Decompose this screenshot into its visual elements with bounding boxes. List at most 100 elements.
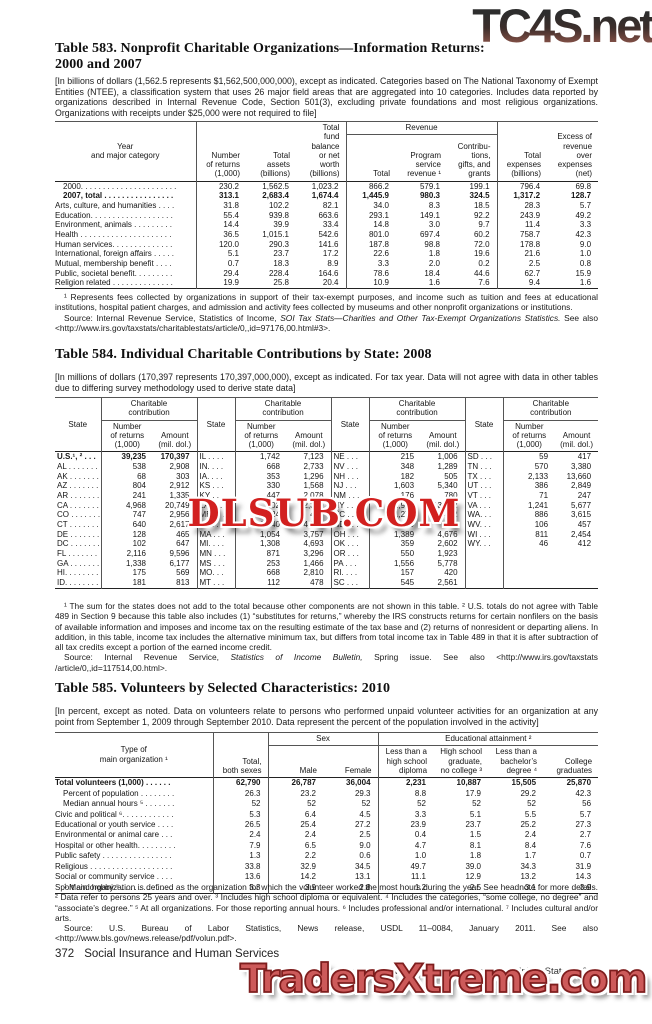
value-cell: 8.9 [296,259,347,269]
value-cell: 13,660 [566,471,592,481]
col-group-charitable-contribution: Charitable contribution [235,397,332,421]
value-cell: 9.7 [447,220,498,231]
value-cell: 9.4 [528,278,541,288]
row-label: Total volunteers (1,000) . . . . . . [55,777,214,789]
value-cell: 2,733 [287,462,332,472]
state-label: ID. . . . . . . . [55,578,102,589]
row-label: Social or community service . . . . [55,872,214,883]
value-cell: 49 [405,520,415,530]
row-label: Mutual, membership benefit . . . . [55,259,197,269]
value-cell [503,559,555,569]
value-cell: 141.6 [296,239,347,250]
value-cell: 2.4 [304,830,316,840]
value-cell: 1,445.9 [362,191,389,201]
row-label: Religious . . . . . . . . . . . . . . . … [55,861,214,873]
value-cell: 78.6 [373,268,389,278]
value-cell: 18.5 [447,201,498,211]
col-header-number-returns: Number of returns (1,000) [206,150,240,179]
state-label: MA . . . [197,529,236,540]
value-cell: 3,296 [287,549,332,559]
table-584-note: [In millions of dollars (170,397 represe… [55,372,598,393]
value-cell: 176 [400,491,415,501]
col-header-year-category: Year and major category [55,121,197,182]
state-label [465,578,504,589]
value-cell: 1.0 [579,249,592,259]
value-cell: 34.3 [520,861,537,871]
value-cell: 1,674.4 [296,191,347,202]
value-cell: 2,078 [287,491,332,501]
value-cell: 23.9 [410,820,427,829]
state-label: KY . . . [197,491,236,501]
state-label: MT . . . [197,578,236,589]
value-cell: 4.5 [323,809,379,820]
table-583-footnotes: ¹ Represents fees collected by organizat… [55,292,598,333]
col-header-less-than-bachelors: Less than a bachelor’s degree ⁴ [495,747,538,775]
value-cell: 2.4 [524,830,537,840]
value-cell: 9,596 [153,549,198,559]
table-row: Arts, culture, and humanities . . . . 31… [55,201,598,211]
value-cell: 2,133 [528,471,549,481]
value-cell: 11.4 [525,220,541,230]
table-583-title: Table 583. Nonprofit Charitable Organiza… [55,41,485,72]
value-cell: 22.6 [373,249,389,259]
value-cell: 4,693 [287,520,332,530]
value-cell: 3.3 [377,259,389,269]
value-cell: 182 [400,471,415,481]
col-header-high-school-graduate: High school graduate, no college ³ [440,747,483,775]
state-label: WY. . . [465,539,504,550]
value-cell: 2,992 [394,500,415,510]
value-cell: 102.2 [268,201,289,211]
value-cell: 72.0 [447,239,498,250]
value-cell: 5.3 [213,809,269,820]
value-cell: 23.7 [465,820,482,829]
value-cell: 124 [266,510,281,520]
state-label: OK . . . [331,539,370,550]
state-label: TN . . . [465,462,504,472]
value-cell: 2.4 [213,830,269,841]
value-cell: 758.7 [520,230,541,240]
table-583-source: Source: Internal Revenue Service, Statis… [55,313,598,334]
value-cell: 505 [421,471,466,482]
value-cell: 8.8 [414,788,427,798]
value-cell: 175 [132,568,146,578]
table-row: International, foreign affairs . . . . .… [55,249,598,260]
value-cell: 3.9 [304,882,316,892]
value-cell: 14.4 [223,220,239,230]
col-header-female: Female [323,745,379,778]
value-cell: 663.6 [296,210,347,221]
value-cell: 39.0 [465,861,482,871]
table-row: Public, societal benefit. . . . . . . . … [55,268,598,279]
col-header-number-returns: Number of returns (1,000) [378,421,413,450]
col-header-total-assets: Total assets (billions) [260,150,290,179]
value-cell: 26.3 [213,788,269,800]
value-cell: 26.5 [213,820,269,831]
value-cell: 52 [417,799,427,809]
value-cell: 747 [132,510,146,520]
value-cell: 69.8 [575,181,592,191]
page-number: 372 [55,948,75,960]
table-row: Health . . . . . . . . . . . . . . . . .… [55,230,598,240]
value-cell: 1.7 [524,851,537,861]
value-cell: 7,123 [287,451,332,463]
state-label: NH . . . [331,471,370,482]
value-cell: 804 [132,481,146,491]
value-cell: 10.9 [373,278,389,288]
value-cell: 2.8 [323,882,379,894]
value-cell: 247 [577,491,592,501]
value-cell: 23.7 [273,249,289,259]
watermark-top: TC4S.net [472,0,652,52]
value-cell: 8.4 [524,840,537,850]
value-cell: 313.1 [218,191,239,201]
source-italic: Statistics of Income Bulletin, [230,652,363,663]
state-label: HI. . . . . . . . [55,568,102,579]
value-cell: 871 [266,549,281,559]
value-cell: 4,676 [421,529,466,540]
col-header-excess: Excess of revenue over expenses (net) [557,132,593,179]
value-cell: 92.2 [447,210,498,221]
value-cell: 29.2 [520,788,537,798]
value-cell: 1.0 [414,851,427,861]
value-cell: 5,340 [421,481,466,492]
table-row: GA . . . . . . . 1,338 6,177 MS . . . 25… [55,558,598,569]
value-cell: 1.2 [414,882,427,892]
